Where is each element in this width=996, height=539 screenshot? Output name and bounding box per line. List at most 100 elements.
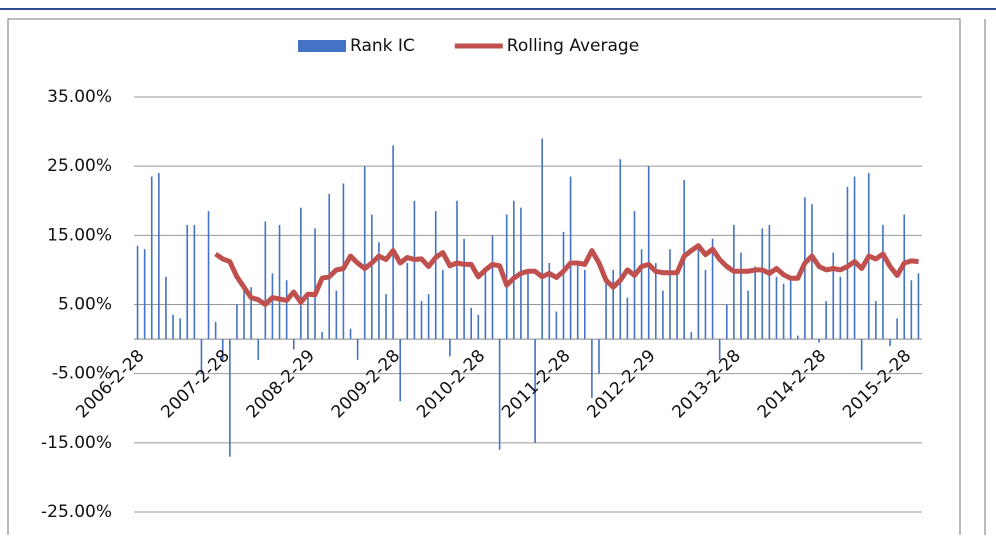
bar	[378, 242, 380, 340]
bar	[363, 166, 366, 340]
bar	[300, 207, 302, 340]
bar	[839, 276, 842, 340]
x-tick-label: 2006-2-28	[72, 346, 148, 422]
bar	[349, 328, 352, 340]
bar	[200, 339, 203, 374]
bar	[292, 339, 295, 350]
bar	[321, 332, 323, 340]
bar	[725, 304, 728, 340]
bar	[768, 224, 771, 340]
bar	[569, 176, 572, 340]
bar	[654, 263, 657, 340]
bar	[811, 204, 813, 340]
bar	[626, 297, 629, 340]
bar	[647, 166, 650, 340]
bar	[420, 301, 423, 340]
bar	[399, 339, 402, 402]
bar	[704, 269, 707, 340]
bar	[825, 301, 827, 340]
bar	[342, 183, 345, 340]
bar	[236, 304, 238, 340]
bar	[761, 228, 764, 340]
bar	[534, 339, 536, 443]
bar	[789, 276, 792, 340]
bar	[733, 224, 735, 340]
x-tick-label: 2013-2-28	[669, 346, 745, 422]
bar	[541, 138, 543, 340]
y-tick-label: 35.00%	[47, 87, 112, 107]
bar	[917, 273, 920, 340]
x-tick-label: 2014-2-28	[754, 346, 830, 422]
bar	[640, 249, 643, 340]
bar	[456, 200, 458, 340]
bar	[591, 339, 593, 398]
bar	[243, 290, 245, 340]
bar	[221, 339, 224, 360]
bar	[449, 339, 451, 357]
x-tick-label: 2008-2-29	[243, 346, 319, 422]
legend-label: Rolling Average	[507, 36, 639, 56]
legend-label: Rank IC	[350, 36, 415, 56]
x-tick-label: 2009-2-28	[328, 346, 404, 422]
bar	[214, 321, 217, 340]
bar	[470, 307, 473, 340]
bar	[392, 145, 394, 340]
bar	[285, 280, 288, 340]
bar	[513, 200, 515, 340]
x-tick-label: 2012-2-29	[583, 346, 659, 422]
x-tick-label: 2011-2-28	[498, 346, 574, 422]
bar	[612, 269, 614, 340]
bar	[264, 221, 267, 340]
bar	[406, 263, 409, 340]
bar	[328, 193, 331, 340]
bar	[179, 318, 181, 340]
line	[214, 243, 919, 307]
bar	[853, 176, 856, 340]
bar	[619, 159, 622, 340]
bar	[562, 231, 565, 340]
legend-swatch	[298, 40, 346, 52]
bar	[754, 266, 756, 340]
bar	[335, 290, 338, 340]
bar	[143, 249, 146, 340]
x-tick-label: 2010-2-28	[413, 346, 489, 422]
bar	[434, 211, 437, 340]
bar	[846, 186, 849, 340]
bar	[889, 339, 891, 346]
bar	[740, 252, 742, 340]
bar	[413, 200, 416, 340]
bar	[278, 224, 281, 340]
bar	[576, 263, 579, 340]
bar	[136, 245, 139, 340]
bar	[427, 294, 430, 340]
bar	[782, 283, 785, 340]
bar	[527, 269, 529, 340]
bar	[307, 297, 309, 340]
bar	[491, 235, 494, 340]
bar	[690, 332, 693, 340]
bar	[498, 339, 501, 450]
bar	[796, 335, 799, 340]
bar	[165, 276, 167, 340]
bar	[882, 224, 884, 340]
bar	[463, 238, 465, 340]
bar	[385, 294, 387, 340]
bar	[158, 173, 160, 340]
y-tick-label: -25.00%	[41, 502, 112, 522]
x-tick-label: 2007-2-28	[157, 346, 233, 422]
bar	[555, 311, 558, 340]
bar	[484, 269, 487, 340]
y-tick-label: 15.00%	[47, 225, 112, 245]
y-tick-label: 5.00%	[58, 295, 112, 315]
bar	[583, 269, 586, 340]
bar	[860, 339, 863, 371]
bar	[676, 269, 678, 340]
bar	[669, 249, 671, 340]
bar	[229, 339, 231, 457]
bar	[314, 228, 316, 340]
bar	[775, 276, 778, 340]
bar	[662, 290, 664, 340]
bar	[718, 339, 721, 360]
bar	[711, 238, 714, 340]
bar	[896, 318, 898, 340]
